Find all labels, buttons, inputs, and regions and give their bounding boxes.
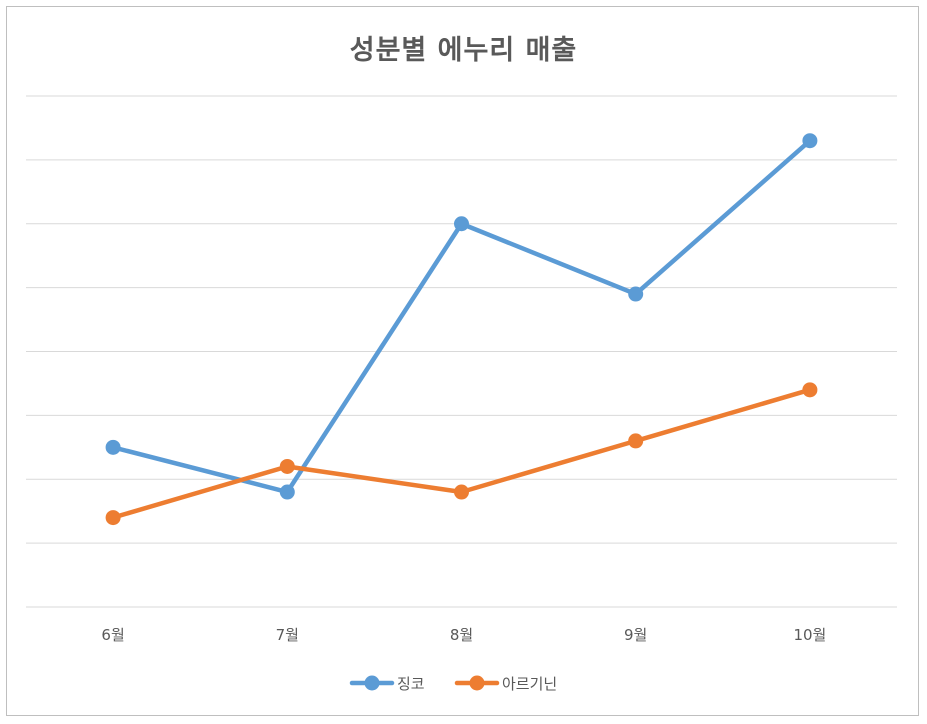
data-point: [802, 382, 818, 398]
data-point: [454, 216, 469, 232]
chart-title: 성분별 에누리 매출: [349, 35, 578, 66]
data-point: [279, 484, 295, 500]
x-tick-label: 9월: [624, 626, 647, 644]
legend-label: 징코: [397, 675, 425, 693]
data-point: [105, 510, 121, 526]
gridlines: [26, 95, 897, 608]
data-point: [279, 458, 295, 474]
x-tick-label: 10월: [793, 626, 826, 644]
data-point: [802, 133, 818, 149]
x-tick-label: 6월: [101, 626, 124, 644]
data-point: [105, 439, 121, 455]
data-point: [454, 484, 469, 500]
legend-marker: [469, 675, 485, 691]
legend-marker: [364, 675, 380, 691]
legend: 징코 아르기닌: [349, 675, 557, 693]
data-point: [628, 433, 644, 449]
legend-label: 아르기닌: [502, 675, 557, 693]
x-tick-label: 8월: [450, 626, 473, 644]
series-line-0: [110, 138, 813, 495]
x-tick-label: 7월: [276, 626, 299, 644]
chart-frame: [6, 6, 919, 716]
x-axis-ticks: 6월 7월 8월 9월 10월: [101, 626, 826, 644]
series-group: [105, 133, 818, 526]
data-point: [628, 286, 644, 302]
